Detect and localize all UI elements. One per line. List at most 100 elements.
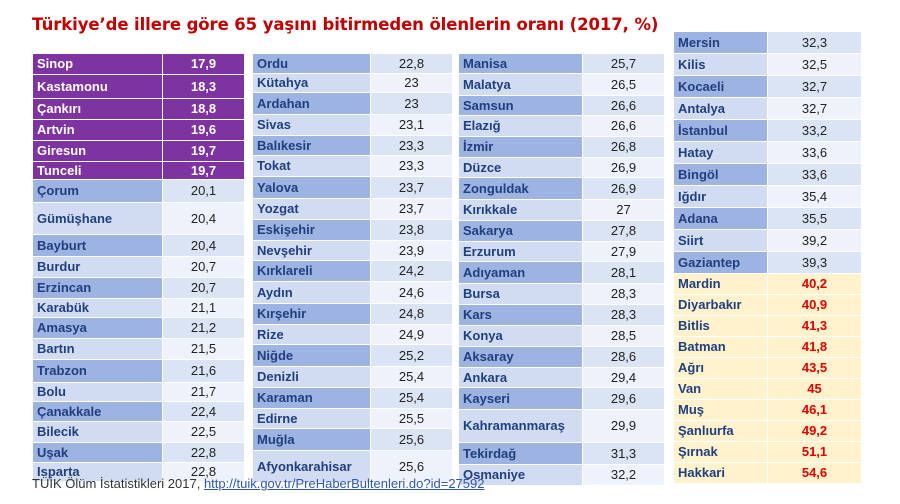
table-row: Yozgat 23,7: [252, 198, 453, 220]
province-rate: 25,6: [370, 428, 453, 451]
province-name: Isparta: [32, 462, 163, 482]
province-rate: 24,9: [370, 324, 453, 345]
table-row: Ordu 22,8: [252, 53, 453, 74]
province-rate: 23,8: [370, 219, 453, 241]
table-row: Burdur 20,7: [32, 256, 245, 278]
province-rate: 22,4: [162, 401, 245, 422]
province-name: Karabük: [32, 298, 163, 318]
table-row: Kayseri 29,6: [458, 387, 665, 410]
province-name: Kilis: [673, 53, 768, 76]
table-row: Kütahya 23: [252, 73, 453, 93]
province-name: Bayburt: [32, 234, 163, 257]
province-rate: 35,4: [767, 185, 862, 208]
table-row: Adana 35,5: [673, 207, 862, 230]
province-table-2: Ordu 22,8 Kütahya 23 Ardahan 23 Sivas 23,1 Balık…: [252, 53, 453, 483]
province-rate: 27,8: [582, 220, 665, 242]
table-row: Batman 41,8: [673, 336, 862, 358]
province-rate: 21,5: [162, 338, 245, 360]
province-rate: 20,7: [162, 277, 245, 299]
table-row: Hatay 33,6: [673, 141, 862, 164]
table-row: Giresun 19,7: [32, 140, 245, 162]
province-rate: 25,4: [370, 366, 453, 388]
province-name: Ardahan: [252, 92, 371, 115]
province-rate: 39,3: [767, 251, 862, 274]
province-rate: 23,7: [370, 176, 453, 199]
province-rate: 22,5: [162, 421, 245, 443]
province-name: Hakkari: [673, 462, 768, 484]
table-row: Sivas 23,1: [252, 114, 453, 136]
province-name: Niğde: [252, 344, 371, 367]
province-name: Tunceli: [32, 161, 163, 180]
province-rate: 28,5: [582, 325, 665, 347]
province-name: Antalya: [673, 97, 768, 120]
province-name: Osmaniye: [458, 464, 583, 486]
province-name: Sakarya: [458, 220, 583, 242]
province-name: Sivas: [252, 114, 371, 136]
province-name: Diyarbakır: [673, 294, 768, 316]
table-row: Kırşehir 24,8: [252, 303, 453, 325]
province-rate: 51,1: [767, 441, 862, 463]
province-rate: 17,9: [162, 53, 245, 75]
table-row: Muş 46,1: [673, 399, 862, 421]
province-name: Ordu: [252, 53, 371, 74]
table-row: Tunceli 19,7: [32, 161, 245, 180]
province-name: Ankara: [458, 367, 583, 388]
province-rate: 25,7: [582, 53, 665, 74]
province-rate: 20,7: [162, 256, 245, 278]
table-row: Yalova 23,7: [252, 176, 453, 199]
table-row: Tekirdağ 31,3: [458, 442, 665, 465]
province-rate: 23,3: [370, 135, 453, 156]
province-rate: 29,4: [582, 367, 665, 388]
table-row: Aydın 24,6: [252, 281, 453, 304]
province-rate: 21,7: [162, 382, 245, 402]
province-rate: 22,8: [162, 442, 245, 463]
table-row: Ağrı 43,5: [673, 357, 862, 379]
province-name: Çanakkale: [32, 401, 163, 422]
province-rate: 41,8: [767, 336, 862, 358]
source-link[interactable]: http://tuik.gov.tr/PreHaberBultenleri.do…: [203, 476, 485, 491]
province-name: Tokat: [252, 155, 371, 177]
table-row: Siirt 39,2: [673, 229, 862, 252]
province-rate: 43,5: [767, 357, 862, 379]
province-name: Ağrı: [673, 357, 768, 379]
province-name: Muş: [673, 399, 768, 421]
province-name: Burdur: [32, 256, 163, 278]
province-table-4: Mersin 32,3 Kilis 32,5 Kocaeli 32,7 Antalya 32,…: [673, 31, 862, 484]
table-row: Mardin 40,2: [673, 273, 862, 295]
table-row: Zonguldak 26,9: [458, 177, 665, 200]
province-name: Mardin: [673, 273, 768, 295]
table-row: Antalya 32,7: [673, 97, 862, 120]
province-rate: 27: [582, 199, 665, 221]
province-name: Düzce: [458, 157, 583, 178]
province-name: Karaman: [252, 387, 371, 409]
table-row: Şırnak 51,1: [673, 441, 862, 463]
province-rate: 49,2: [767, 420, 862, 442]
table-row: Çanakkale 22,4: [32, 401, 245, 422]
page-title: Türkiye’de illere göre 65 yaşını bitirme…: [32, 15, 659, 34]
province-name: Siirt: [673, 229, 768, 252]
table-row: Trabzon 21,6: [32, 359, 245, 383]
table-row: Bingöl 33,6: [673, 163, 862, 186]
table-row: Çorum 20,1: [32, 179, 245, 203]
table-row: Adıyaman 28,1: [458, 261, 665, 284]
province-name: Yozgat: [252, 198, 371, 220]
province-name: İstanbul: [673, 119, 768, 142]
province-rate: 25,5: [370, 408, 453, 429]
province-name: Erzincan: [32, 277, 163, 299]
province-rate: 21,2: [162, 317, 245, 339]
province-rate: 22,8: [162, 462, 245, 482]
province-rate: 27,9: [582, 241, 665, 262]
province-name: Sinop: [32, 53, 163, 75]
province-rate: 46,1: [767, 399, 862, 421]
province-rate: 28,3: [582, 304, 665, 326]
province-name: Yalova: [252, 176, 371, 199]
province-rate: 21,6: [162, 359, 245, 383]
province-rate: 26,6: [582, 115, 665, 137]
table-row: Kocaeli 32,7: [673, 75, 862, 98]
table-row: Manisa 25,7: [458, 53, 665, 74]
province-name: Amasya: [32, 317, 163, 339]
table-row: Diyarbakır 40,9: [673, 294, 862, 316]
province-rate: 26,9: [582, 177, 665, 200]
table-row: Osmaniye 32,2: [458, 464, 665, 486]
province-name: Uşak: [32, 442, 163, 463]
